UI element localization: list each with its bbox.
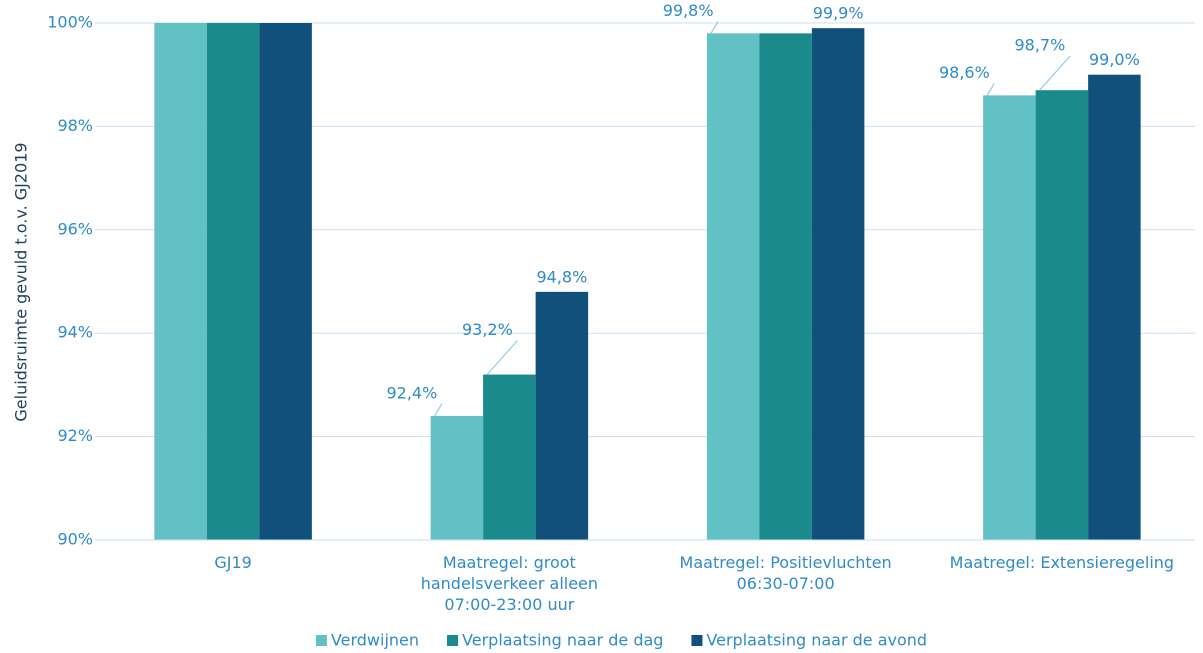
x-tick-label: GJ19 <box>214 553 251 572</box>
data-label: 98,7% <box>1014 36 1065 55</box>
legend-label: Verplaatsing naar de dag <box>462 631 663 650</box>
x-tick-label: Maatregel: Extensieregeling <box>950 553 1174 572</box>
x-tick-label: Maatregel: groot handelsverkeer alleen 07:… <box>421 553 598 614</box>
y-tick-label: 98% <box>57 116 93 135</box>
legend-label: Verdwijnen <box>331 631 419 650</box>
y-tick-label: 92% <box>57 426 93 445</box>
leader-line <box>486 340 518 375</box>
bar <box>1035 90 1089 541</box>
leader-line <box>1039 55 1071 91</box>
y-tick-label: 94% <box>57 323 93 342</box>
legend-swatch <box>447 635 459 646</box>
leader-line <box>434 403 443 417</box>
y-axis-label: Geluidsruimte gevuld t.o.v. GJ2019 <box>12 142 31 421</box>
bar <box>206 23 260 540</box>
data-label: 99,9% <box>813 4 864 23</box>
y-tick-label: 90% <box>57 530 93 549</box>
x-tick-label: Maatregel: Positievluchten 06:30-07:00 <box>680 553 892 593</box>
data-label: 93,2% <box>462 320 513 339</box>
data-label: 92,4% <box>386 383 437 402</box>
y-tick-label: 100% <box>47 13 93 32</box>
data-label: 98,6% <box>939 63 990 82</box>
bar <box>535 291 589 540</box>
bar <box>983 95 1036 540</box>
data-label: 94,8% <box>536 267 587 286</box>
y-tick-label: 96% <box>57 219 93 238</box>
leader-line <box>986 83 995 96</box>
bar <box>259 23 312 540</box>
data-label: 99,0% <box>1089 50 1140 69</box>
leader-line <box>710 21 719 34</box>
bar <box>1088 74 1141 540</box>
legend-swatch <box>315 635 327 646</box>
bar <box>811 28 865 540</box>
legend: Verdwijnen Verplaatsing naar de dag Verpla… <box>315 631 927 650</box>
bar <box>483 374 536 540</box>
legend-label: Verplaatsing naar de avond <box>706 631 927 650</box>
bar <box>154 23 207 540</box>
bar <box>706 33 760 541</box>
bar <box>759 33 812 541</box>
data-label: 99,8% <box>663 1 714 20</box>
bar <box>430 415 484 540</box>
legend-swatch <box>691 635 703 646</box>
